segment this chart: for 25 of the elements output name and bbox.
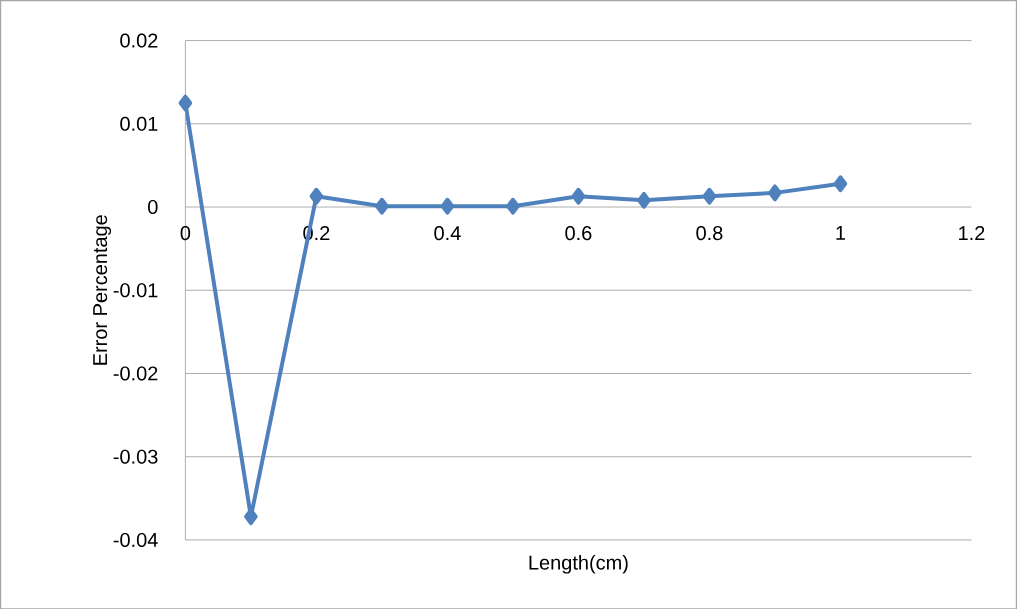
point <box>768 184 782 202</box>
point <box>375 197 389 215</box>
point <box>309 187 324 205</box>
point <box>833 175 848 192</box>
y-tick-label: -0.03 <box>113 449 158 464</box>
point <box>178 94 193 112</box>
x-tick-label: 1 <box>836 225 846 240</box>
y-tick-label: 0.01 <box>120 116 158 131</box>
y-tick-label: 0.02 <box>120 33 158 48</box>
y-tick-label: -0.04 <box>113 532 158 547</box>
y-tick-label: 0 <box>148 199 158 214</box>
x-tick-label: 0.4 <box>434 225 461 240</box>
x-tick-label: 0 <box>180 225 191 240</box>
y-tick-label: -0.02 <box>113 366 158 381</box>
point <box>440 197 455 215</box>
y-axis-title: Error Percentage <box>93 214 112 365</box>
point <box>637 191 651 209</box>
point <box>506 197 520 215</box>
x-tick-label: 1.2 <box>959 225 985 240</box>
x-tick-label: 0.6 <box>565 225 592 240</box>
x-tick-label: 0.8 <box>696 225 723 240</box>
point <box>702 187 717 205</box>
y-tick-label: -0.01 <box>113 282 158 298</box>
point <box>571 187 586 205</box>
x-axis-title: Length(cm) <box>529 554 628 574</box>
